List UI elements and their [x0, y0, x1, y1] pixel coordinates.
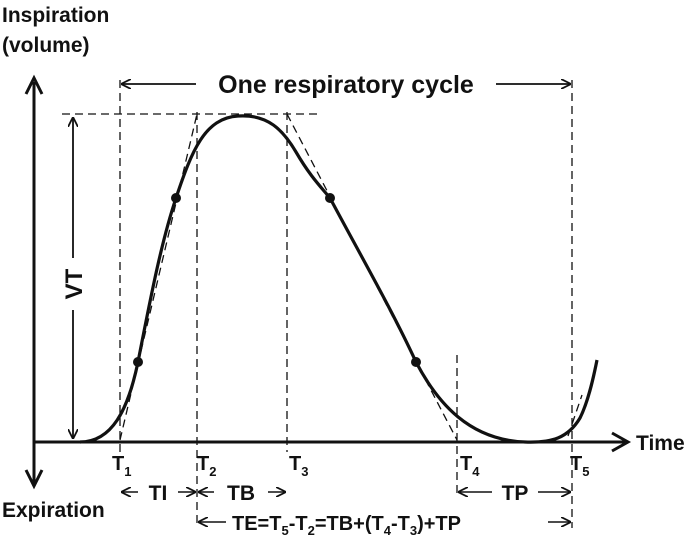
curve-point [171, 193, 181, 203]
te-formula: TE=T5-T2=TB+(T4-T3)+TP [232, 513, 461, 538]
x-axis-arrow [611, 431, 632, 453]
tp-label: TP [502, 482, 529, 505]
y-axis-bottom-label: Expiration [2, 499, 105, 522]
curve-point [133, 357, 143, 367]
cycle-label: One respiratory cycle [218, 71, 474, 99]
t5-label: T5 [570, 453, 589, 479]
y-axis-top-sublabel: (volume) [2, 34, 90, 57]
curve-point [411, 357, 421, 367]
t2-label: T2 [197, 453, 216, 479]
y-axis-down-arrow [24, 469, 44, 490]
curve-point [325, 193, 335, 203]
vt-label: VT [61, 268, 88, 299]
t3-label: T3 [289, 453, 308, 479]
x-axis-label: Time [636, 432, 685, 455]
y-axis-top-label: Inspiration [2, 4, 109, 27]
t1-label: T1 [112, 453, 131, 479]
y-axis-up-arrow [24, 74, 44, 95]
respiratory-curve [79, 114, 599, 444]
ti-label: TI [149, 482, 168, 505]
t4-label: T4 [460, 453, 480, 479]
tb-label: TB [227, 482, 255, 505]
